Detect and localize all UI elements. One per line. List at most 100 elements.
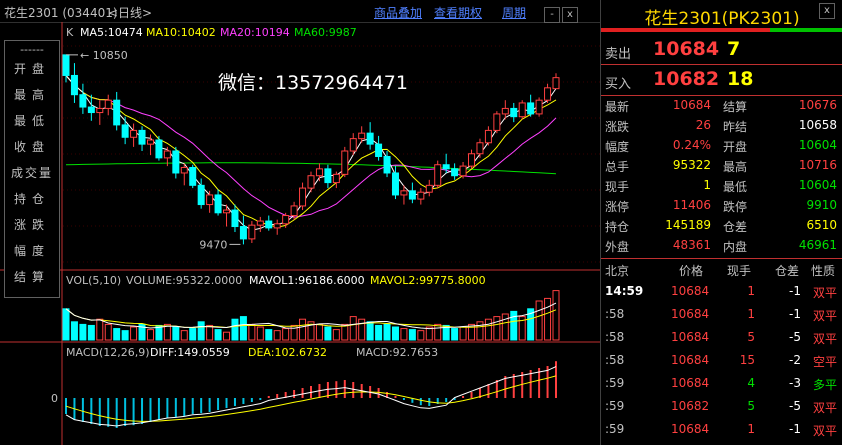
candle-body — [299, 187, 307, 207]
volume-bar — [552, 290, 560, 341]
tick-header-volume: 现手 — [727, 264, 752, 278]
tick-nature: 空平 — [813, 355, 838, 369]
quote-row: 最新 10684 结算 10676 — [601, 97, 842, 114]
quote-label: 涨跌 — [605, 120, 630, 134]
tick-row: :59 10682 5 -5 双平 — [601, 395, 842, 418]
volume-bar — [493, 316, 501, 341]
candle-body — [501, 107, 509, 115]
period-label: <日线> — [108, 6, 153, 20]
sell-volume: 7 — [727, 38, 741, 60]
close-button[interactable]: x — [562, 7, 578, 23]
volume-bar — [70, 321, 78, 341]
candle-body — [383, 155, 391, 174]
candle-body — [391, 172, 399, 196]
side-menu-item-change[interactable]: 涨跌 — [13, 218, 50, 232]
sell-row: 卖出 10684 7 — [601, 36, 842, 66]
candle-body — [138, 129, 146, 145]
tick-row: :58 10684 15 -2 空平 — [601, 349, 842, 372]
main-prefix-label: K — [66, 26, 74, 39]
volume-bar — [104, 323, 112, 341]
tick-price: 10684 — [671, 353, 710, 367]
tick-header-nature: 性质 — [811, 264, 836, 278]
candle-body — [459, 165, 467, 177]
tick-header-diff: 仓差 — [775, 264, 800, 278]
quote-value: 0.24% — [672, 138, 711, 152]
tick-diff: -2 — [789, 353, 801, 367]
tick-diff: -1 — [789, 284, 801, 298]
volume-bar — [299, 318, 307, 341]
diff-line — [65, 366, 557, 427]
side-menu-item-close[interactable]: 收盘 — [13, 140, 50, 154]
mavol1-line — [65, 302, 557, 330]
quote-row: 总手 95322 最高 10716 — [601, 157, 842, 174]
overlay-commodity-menu[interactable]: 商品叠加 — [374, 6, 423, 20]
tick-volume: 15 — [739, 353, 755, 367]
macd-label-2: DIFF:149.0559 — [150, 346, 230, 359]
candle-body — [282, 215, 290, 225]
quote-close-button[interactable]: x — [819, 3, 835, 19]
volume-bar — [400, 328, 408, 341]
volume-bar — [341, 323, 349, 341]
buy-label: 买入 — [605, 77, 632, 92]
volume-bar — [442, 324, 450, 341]
candle-body — [400, 190, 408, 196]
volume-bar — [383, 323, 391, 341]
quote-value: 95322 — [672, 158, 711, 172]
volume-label-4: MAVOL2:99775.8000 — [370, 274, 486, 287]
tick-price: 10684 — [671, 376, 710, 390]
side-menu-item-position[interactable]: 持仓 — [13, 192, 50, 206]
volume-bar — [527, 308, 535, 341]
tick-volume: 4 — [747, 376, 755, 390]
side-menu-item-high[interactable]: 最高 — [13, 88, 50, 102]
side-menu-item-range[interactable]: 幅度 — [13, 244, 50, 258]
ma-label-3: MA20:10194 — [220, 26, 290, 39]
view-options-menu[interactable]: 查看期权 — [434, 6, 483, 20]
period-menu[interactable]: 周期 — [502, 6, 527, 20]
tick-price: 10682 — [671, 399, 710, 413]
side-menu-item-volume[interactable]: 成交量 — [10, 166, 53, 180]
tick-nature: 双平 — [813, 332, 838, 346]
candle-body — [493, 113, 501, 131]
tick-nature: 多平 — [813, 378, 838, 392]
quote-value: 10716 — [798, 158, 837, 172]
volume-bar — [163, 323, 171, 341]
side-menu-item-low[interactable]: 最低 — [13, 114, 50, 128]
ma-line-ma20 — [65, 75, 557, 218]
candle-body — [248, 224, 256, 240]
side-menu-item-open[interactable]: 开盘 — [13, 62, 50, 76]
volume-bar — [282, 328, 290, 341]
candle-body — [130, 129, 138, 138]
buy-volume: 18 — [727, 68, 754, 90]
tick-diff: -1 — [789, 422, 801, 436]
side-menu-item-settle[interactable]: 结算 — [13, 270, 50, 284]
tick-row: :58 10684 1 -1 双平 — [601, 303, 842, 326]
minimize-button[interactable]: - — [544, 7, 560, 23]
quote-label: 持仓 — [605, 220, 630, 234]
macd-label-4: MACD:92.7653 — [356, 346, 438, 359]
candle-body — [223, 209, 231, 214]
tick-price: 10684 — [671, 330, 710, 344]
volume-bar — [231, 318, 239, 341]
quote-label: 最新 — [605, 100, 630, 114]
candle-body — [442, 164, 450, 170]
sell-price: 10684 — [653, 38, 720, 60]
candle-body — [265, 220, 273, 229]
tick-time: 14:59 — [605, 284, 644, 298]
volume-bar — [248, 323, 256, 341]
quote-label: 涨停 — [605, 200, 630, 214]
volume-bar — [307, 321, 315, 341]
candle-body — [484, 129, 492, 144]
volume-bar — [130, 326, 138, 341]
tick-header-time: 北京 — [605, 264, 630, 278]
candle-body — [341, 150, 349, 175]
quote-row: 现手 1 最低 10604 — [601, 177, 842, 194]
quote-value: 48361 — [672, 238, 711, 252]
volume-bar — [223, 331, 231, 341]
tick-time: :59 — [605, 376, 625, 390]
volume-bar — [239, 316, 247, 341]
quote-value: 10658 — [798, 118, 837, 132]
candle-body — [290, 205, 298, 217]
candle-body — [468, 153, 476, 167]
volume-bar — [391, 326, 399, 341]
tick-volume: 5 — [747, 399, 755, 413]
